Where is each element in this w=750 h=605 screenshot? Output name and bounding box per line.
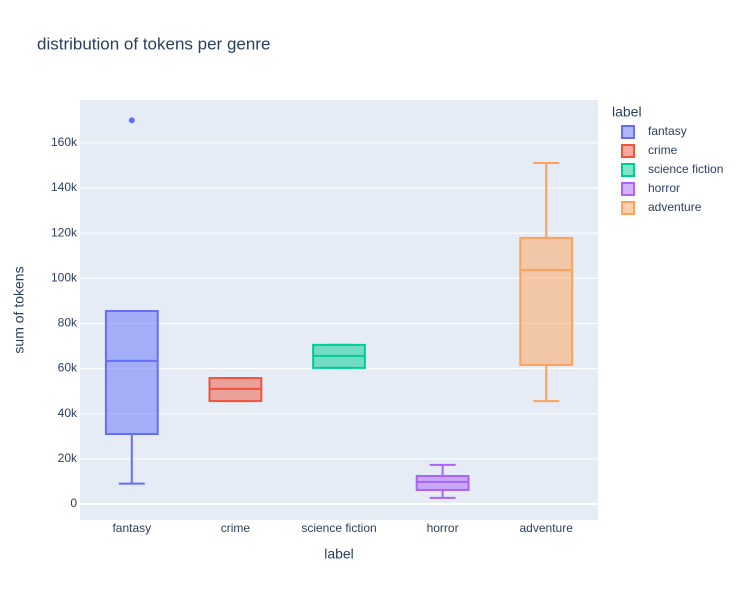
legend-swatch[interactable] [621,182,635,196]
box [415,474,470,491]
y-tick-label: 100k [51,270,78,284]
x-tick-label: science fiction [301,521,376,535]
legend-swatch[interactable] [621,144,635,158]
chart-title: distribution of tokens per genre [37,34,270,53]
y-axis-title: sum of tokens [11,266,27,353]
y-tick-label: 0 [70,496,77,510]
legend-label[interactable]: horror [648,181,680,195]
x-tick-label: fantasy [112,521,151,535]
y-tick-label: 120k [51,225,78,239]
legend-title: label [612,104,642,120]
x-tick-label: horror [427,521,459,535]
legend-label[interactable]: fantasy [648,124,687,138]
legend-label[interactable]: crime [648,143,678,157]
x-tick-label: crime [221,521,251,535]
y-tick-label: 140k [51,180,78,194]
y-tick-label: 160k [51,135,78,149]
x-tick-label: adventure [520,521,574,535]
legend-swatch[interactable] [621,125,635,139]
outlier [128,117,135,124]
plot-area [80,100,598,520]
y-tick-label: 20k [58,451,78,465]
box [519,236,574,366]
y-tick-label: 60k [58,361,78,375]
legend-swatch[interactable] [621,201,635,215]
y-tick-label: 80k [58,316,78,330]
y-tick-label: 40k [58,406,78,420]
legend-swatch[interactable] [621,163,635,177]
x-axis-title: label [324,546,354,562]
box [104,310,159,436]
legend-label[interactable]: science fiction [648,162,723,176]
legend-label[interactable]: adventure [648,200,702,214]
